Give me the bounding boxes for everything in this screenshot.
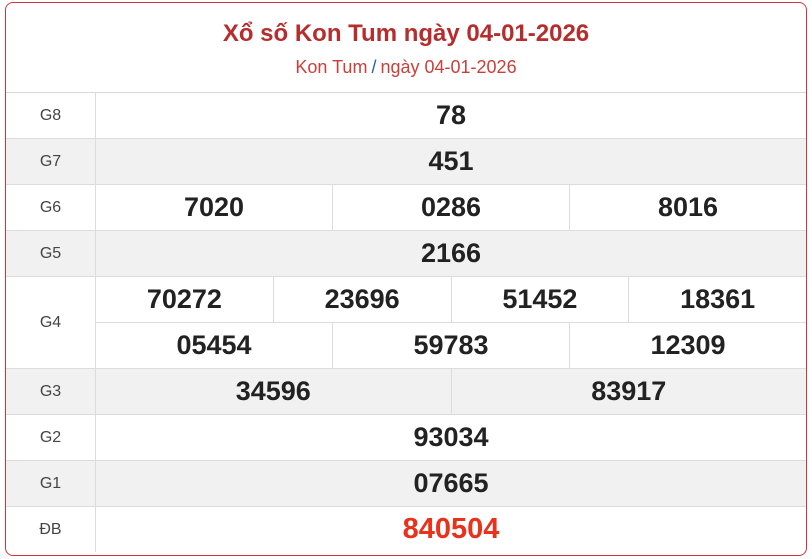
prize-values: 93034 [96,415,806,460]
prize-row-g1: G1 07665 [6,461,806,507]
prize-label: G6 [6,185,96,230]
prize-row-đb: ĐB 840504 [6,507,806,552]
prize-label: G3 [6,369,96,414]
prize-number: 7020 [183,192,245,222]
results-table: G8 78 G7 451 G6 7020 0286 8016 G5 2166 G4 70272 2369… [6,93,806,552]
prize-row-g2: G2 93034 [6,415,806,461]
prize-line: 7020 0286 8016 [96,185,806,230]
prize-line: 840504 [96,507,806,552]
prize-line: 451 [96,139,806,184]
prize-line: 78 [96,93,806,138]
prize-row-g7: G7 451 [6,139,806,185]
prize-number: 451 [428,146,474,176]
page-title: Xổ số Kon Tum ngày 04-01-2026 [222,20,590,47]
prize-line: 05454 59783 12309 [96,322,806,368]
prize-line: 07665 [96,461,806,506]
prize-row-g8: G8 78 [6,93,806,139]
prize-values: 34596 83917 [96,369,806,414]
prize-values: 840504 [96,507,806,552]
prize-number: 51452 [450,277,629,322]
prize-row-g5: G5 2166 [6,231,806,277]
prize-row-g4: G4 70272 23696 51452 18361 05454 59783 12309 [6,277,806,369]
results-header: Xổ số Kon Tum ngày 04-01-2026 Kon Tum / ng… [6,3,806,93]
prize-number: 34596 [235,376,311,406]
prize-values: 70272 23696 51452 18361 05454 59783 12309 [96,277,806,368]
prize-line: 2166 [96,231,806,276]
prize-number: 05454 [176,330,252,360]
prize-line: 34596 83917 [96,369,806,414]
prize-line: 93034 [96,415,806,460]
prize-label: G5 [6,231,96,276]
prize-number: 70272 [146,284,222,314]
prize-row-g6: G6 7020 0286 8016 [6,185,806,231]
prize-number: 83917 [450,369,807,414]
prize-values: 2166 [96,231,806,276]
prize-number: 59783 [332,323,569,368]
prize-number: 07665 [413,468,489,498]
lottery-results-card: Xổ số Kon Tum ngày 04-01-2026 Kon Tum / ng… [5,2,807,556]
prize-label: G8 [6,93,96,138]
special-prize-number: 840504 [402,513,500,545]
prize-number: 8016 [569,185,806,230]
prize-values: 451 [96,139,806,184]
prize-label: G4 [6,277,96,368]
prize-label: ĐB [6,507,96,552]
prize-number: 18361 [628,277,806,322]
prize-label: G1 [6,461,96,506]
breadcrumb-province-link[interactable]: Kon Tum [295,57,368,77]
breadcrumb: Kon Tum / ngày 04-01-2026 [6,57,806,78]
prize-values: 07665 [96,461,806,506]
breadcrumb-date-link[interactable]: ngày 04-01-2026 [380,57,517,77]
prize-number: 93034 [413,422,489,452]
prize-label: G7 [6,139,96,184]
prize-values: 7020 0286 8016 [96,185,806,230]
prize-number: 23696 [272,277,451,322]
prize-number: 0286 [332,185,569,230]
breadcrumb-separator: / [371,57,377,77]
prize-label: G2 [6,415,96,460]
prize-line: 70272 23696 51452 18361 [96,277,806,322]
prize-number: 2166 [420,238,482,268]
prize-values: 78 [96,93,806,138]
prize-row-g3: G3 34596 83917 [6,369,806,415]
prize-number: 78 [435,100,467,130]
prize-number: 12309 [569,323,806,368]
